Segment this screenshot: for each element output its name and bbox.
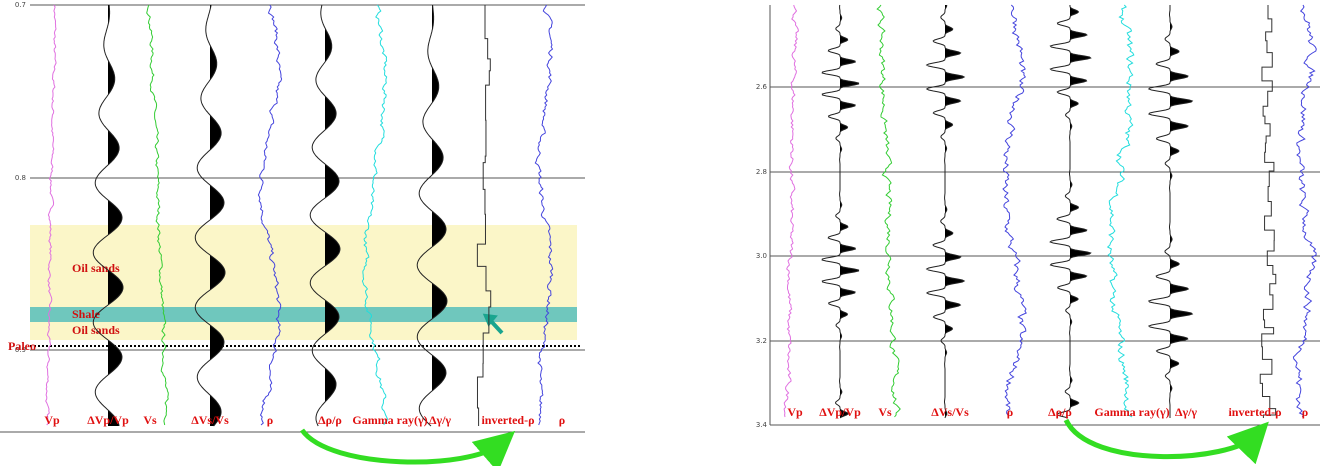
log-curve (1106, 4, 1135, 418)
track-label: Gamma ray(γ) (352, 413, 427, 427)
log-curve (257, 4, 283, 426)
track-label: ΔVs/Vs (931, 405, 969, 419)
track-label: inverted-ρ (1228, 405, 1281, 419)
track-label: ΔVs/Vs (191, 413, 229, 427)
wavelet-fill (108, 5, 123, 426)
link-arrow (299, 428, 516, 466)
log-curve (45, 4, 57, 426)
log-curve (876, 4, 901, 418)
track-label: ρ (1302, 405, 1308, 419)
wavelet (1147, 5, 1194, 418)
depth-tick: 3.0 (756, 252, 767, 260)
wavelet (1049, 4, 1092, 419)
inverted-curve (1259, 5, 1277, 418)
log-curve (783, 4, 799, 418)
annotation: Oil sands (72, 261, 120, 275)
left-panel: 0.7 0.8 0.9 Oil sands Shale Oil sands Pa… (0, 1, 585, 466)
wavelet-fill (1170, 5, 1193, 418)
track-label: Vs (878, 405, 892, 419)
track-label: Vp (44, 413, 60, 427)
track-label: inverted-ρ (481, 413, 534, 427)
wavelet-fill (945, 5, 965, 418)
annotation: Shale (72, 307, 101, 321)
wavelet (194, 4, 226, 427)
track-label: ρ (1007, 405, 1013, 419)
log-curve (534, 4, 554, 426)
annotation: Paleo (8, 339, 36, 353)
log-curve (146, 4, 169, 426)
track-label: Δρ/ρ (1048, 405, 1072, 419)
wavelet (416, 4, 448, 427)
track-label: ρ (267, 413, 273, 427)
log-curve (1002, 4, 1027, 418)
wavelet-fill (432, 5, 447, 426)
wavelet-fill (325, 5, 340, 426)
depth-tick: 0.8 (15, 174, 26, 182)
track-label: ΔVp/Vp (87, 413, 129, 427)
pointer-arrow (482, 313, 504, 335)
shale-zone (30, 307, 577, 322)
wavelet (821, 4, 860, 419)
wavelet-fill (1070, 5, 1091, 418)
depth-tick: 0.9 (15, 346, 26, 354)
depth-tick: 2.8 (756, 168, 767, 176)
track-label: Δγ/γ (429, 413, 451, 427)
log-curve (361, 4, 389, 426)
wavelet-fill (210, 5, 225, 426)
track-label: Vp (787, 405, 803, 419)
track-label: Δγ/γ (1175, 405, 1197, 419)
inverted-curve (476, 5, 492, 426)
track-label: ΔVp/Vp (819, 405, 861, 419)
track-label: Δρ/ρ (318, 413, 342, 427)
depth-tick: 0.7 (15, 1, 26, 9)
depth-tick: 3.4 (756, 421, 768, 429)
depth-tick: 3.2 (756, 337, 767, 345)
track-label: Vs (143, 413, 157, 427)
log-curve (1292, 4, 1317, 418)
link-arrow (1063, 418, 1269, 465)
track-label: Gamma ray(γ) (1094, 405, 1169, 419)
wavelet (925, 5, 966, 419)
depth-tick: 2.6 (756, 83, 768, 91)
track-label: ρ (559, 413, 565, 427)
wavelet (309, 4, 341, 427)
right-panel: 2.6 2.8 3.0 3.2 3.4 Vp ΔVp/Vp Vs ΔVs/Vs ρ Δρ/… (756, 4, 1320, 465)
wavelet-fill (840, 5, 859, 418)
wavelet (92, 4, 124, 427)
